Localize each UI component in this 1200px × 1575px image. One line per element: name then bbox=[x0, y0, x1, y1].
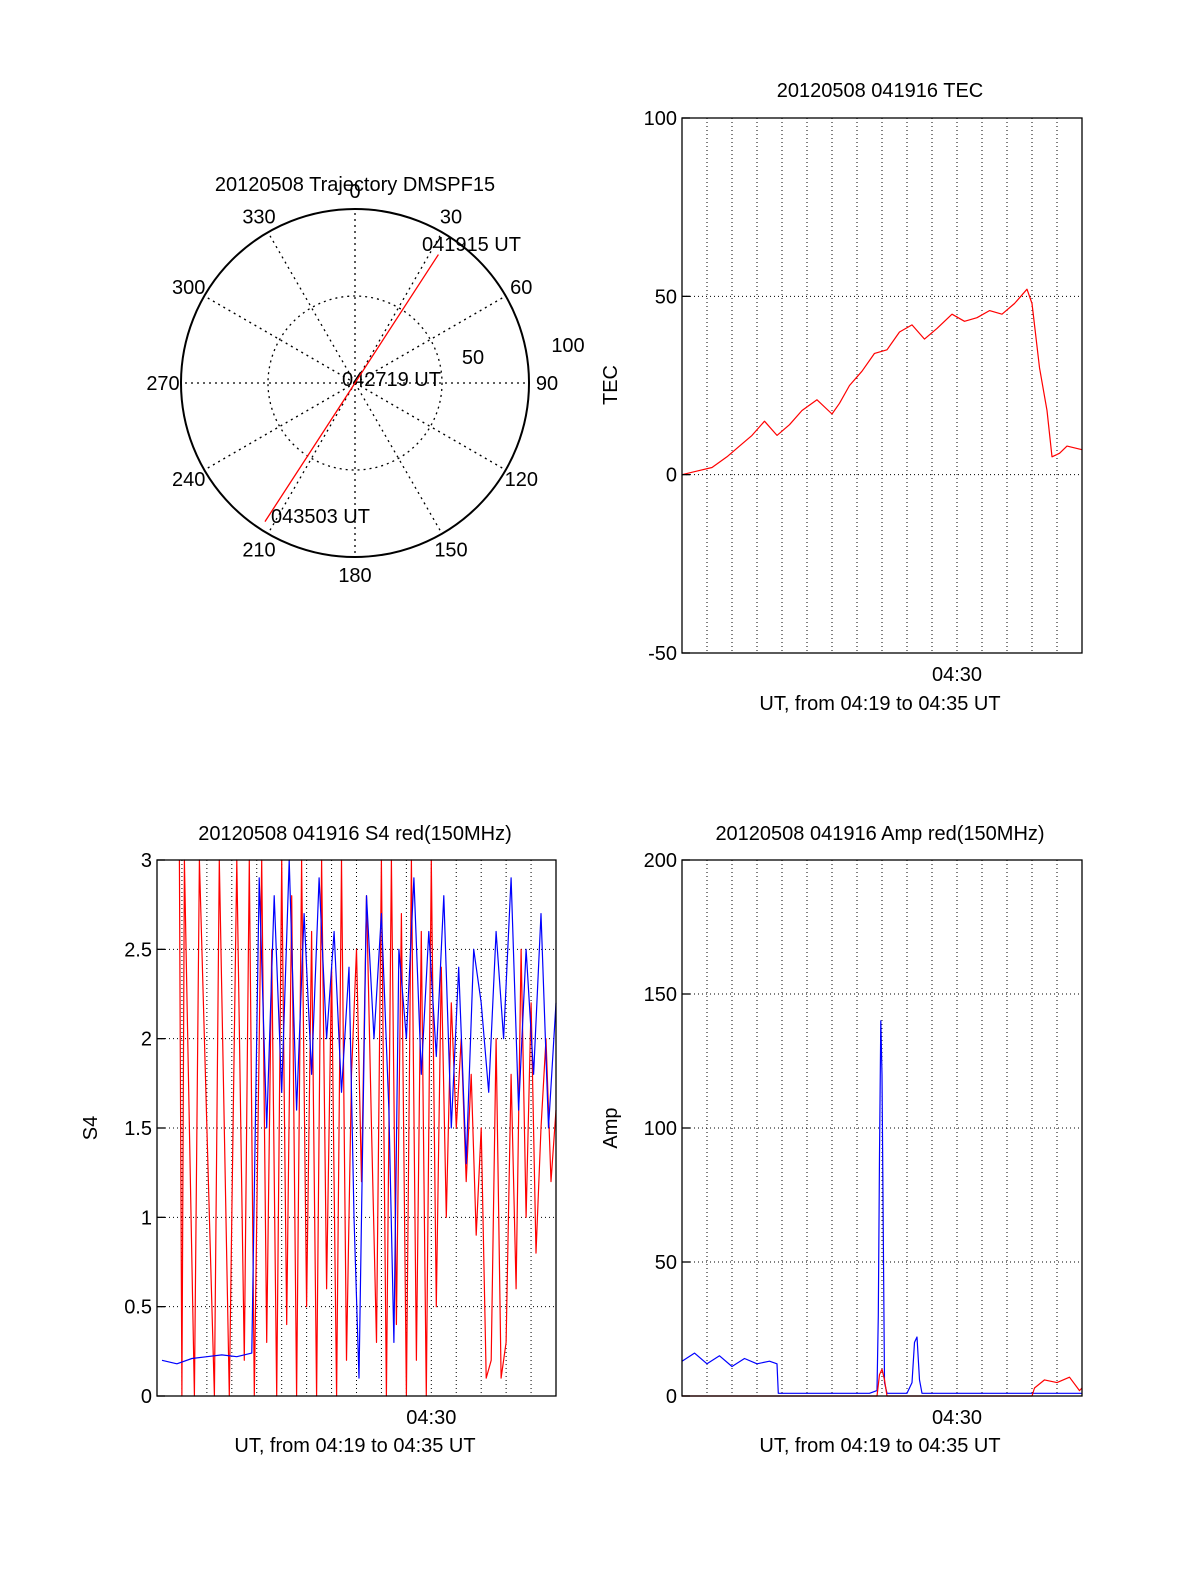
y-tick-label: 1 bbox=[141, 1207, 152, 1229]
y-tick-label: 0.5 bbox=[124, 1297, 152, 1319]
s4-plot-area: 3 2.5 2 1.5 1 0.5 0 04:30 bbox=[124, 850, 557, 1429]
tec-x-axis-label: UT, from 04:19 to 04:35 UT bbox=[759, 693, 1000, 715]
series-line-red bbox=[178, 859, 557, 1397]
s4-y-axis-label: S4 bbox=[80, 1116, 102, 1140]
polar-spoke bbox=[354, 382, 443, 535]
polar-spoke bbox=[354, 295, 507, 384]
x-tick-label: 04:30 bbox=[932, 664, 982, 686]
polar-azimuth-label: 300 bbox=[172, 277, 205, 299]
y-tick-label: 50 bbox=[655, 1252, 677, 1274]
polar-azimuth-label: 240 bbox=[172, 469, 205, 491]
y-tick-label: -50 bbox=[648, 643, 677, 665]
polar-title: 20120508 Trajectory DMSPF15 bbox=[215, 174, 495, 196]
polar-azimuth-label: 30 bbox=[440, 207, 462, 229]
polar-azimuth-label: 270 bbox=[146, 373, 179, 395]
polar-azimuth-label: 150 bbox=[434, 539, 467, 561]
series-line-red bbox=[682, 1368, 1083, 1397]
polar-annotation-mid: 042719 UT bbox=[342, 369, 441, 391]
amp-panel: 20120508 041916 Amp red(150MHz) 200 150 10… bbox=[600, 823, 1083, 1457]
polar-radius-label: 100 bbox=[551, 335, 584, 357]
polar-grid bbox=[180, 208, 530, 558]
tec-title: 20120508 041916 TEC bbox=[777, 80, 983, 102]
series-line-blue bbox=[161, 859, 557, 1379]
x-tick-label: 04:30 bbox=[406, 1407, 456, 1429]
y-tick-label: 2 bbox=[141, 1029, 152, 1051]
polar-spoke bbox=[354, 382, 507, 471]
polar-spoke bbox=[354, 231, 443, 384]
tec-panel: 20120508 041916 TEC 100 50 0 -50 04:30 UT, f… bbox=[600, 80, 1083, 715]
polar-radius-label: 50 bbox=[462, 347, 484, 369]
polar-labels: 0 30 60 90 120 150 180 210 240 270 300 330 50 100 0419… bbox=[146, 181, 584, 587]
polar-azimuth-label: 90 bbox=[536, 373, 558, 395]
polar-trajectory-line bbox=[264, 254, 439, 522]
y-tick-label: 100 bbox=[644, 1118, 677, 1140]
polar-spoke bbox=[203, 382, 356, 471]
y-tick-label: 100 bbox=[644, 108, 677, 130]
series-line-blue bbox=[681, 1020, 1082, 1394]
x-tick-label: 04:30 bbox=[932, 1407, 982, 1429]
y-tick-label: 3 bbox=[141, 850, 152, 872]
polar-outer-circle bbox=[180, 208, 530, 558]
polar-annotation-start: 041915 UT bbox=[422, 234, 521, 256]
s4-panel: 20120508 041916 S4 red(150MHz) 3 2.5 2 1.5 1… bbox=[80, 823, 557, 1457]
polar-azimuth-label: 210 bbox=[242, 539, 275, 561]
series-line-red bbox=[681, 288, 1083, 476]
polar-inner-circle bbox=[267, 295, 443, 471]
polar-spoke bbox=[267, 382, 356, 535]
s4-title: 20120508 041916 S4 red(150MHz) bbox=[198, 823, 512, 845]
polar-spoke bbox=[203, 295, 356, 384]
polar-series bbox=[264, 254, 439, 522]
y-tick-label: 0 bbox=[141, 1386, 152, 1408]
y-tick-label: 200 bbox=[644, 850, 677, 872]
tec-plot-area: 100 50 0 -50 04:30 bbox=[644, 108, 1083, 686]
polar-azimuth-label: 0 bbox=[349, 181, 360, 203]
y-tick-label: 150 bbox=[644, 984, 677, 1006]
amp-x-axis-label: UT, from 04:19 to 04:35 UT bbox=[759, 1435, 1000, 1457]
polar-azimuth-label: 60 bbox=[510, 277, 532, 299]
polar-azimuth-label: 330 bbox=[242, 207, 275, 229]
polar-annotation-end: 043503 UT bbox=[271, 506, 370, 528]
polar-panel: 20120508 Trajectory DMSPF15 0 30 60 90 120 15… bbox=[146, 174, 584, 587]
y-tick-label: 0 bbox=[666, 1386, 677, 1408]
amp-y-axis-label: Amp bbox=[600, 1107, 622, 1148]
polar-azimuth-label: 180 bbox=[338, 565, 371, 587]
y-tick-label: 1.5 bbox=[124, 1118, 152, 1140]
y-tick-label: 0 bbox=[666, 465, 677, 487]
amp-plot-area: 200 150 100 50 0 04:30 bbox=[644, 850, 1083, 1429]
polar-spoke bbox=[267, 231, 356, 384]
tec-y-axis-label: TEC bbox=[600, 365, 622, 405]
amp-title: 20120508 041916 Amp red(150MHz) bbox=[715, 823, 1044, 845]
polar-azimuth-label: 120 bbox=[505, 469, 538, 491]
s4-x-axis-label: UT, from 04:19 to 04:35 UT bbox=[234, 1435, 475, 1457]
plot-frame bbox=[681, 117, 1083, 654]
y-tick-label: 50 bbox=[655, 286, 677, 308]
y-tick-label: 2.5 bbox=[124, 939, 152, 961]
